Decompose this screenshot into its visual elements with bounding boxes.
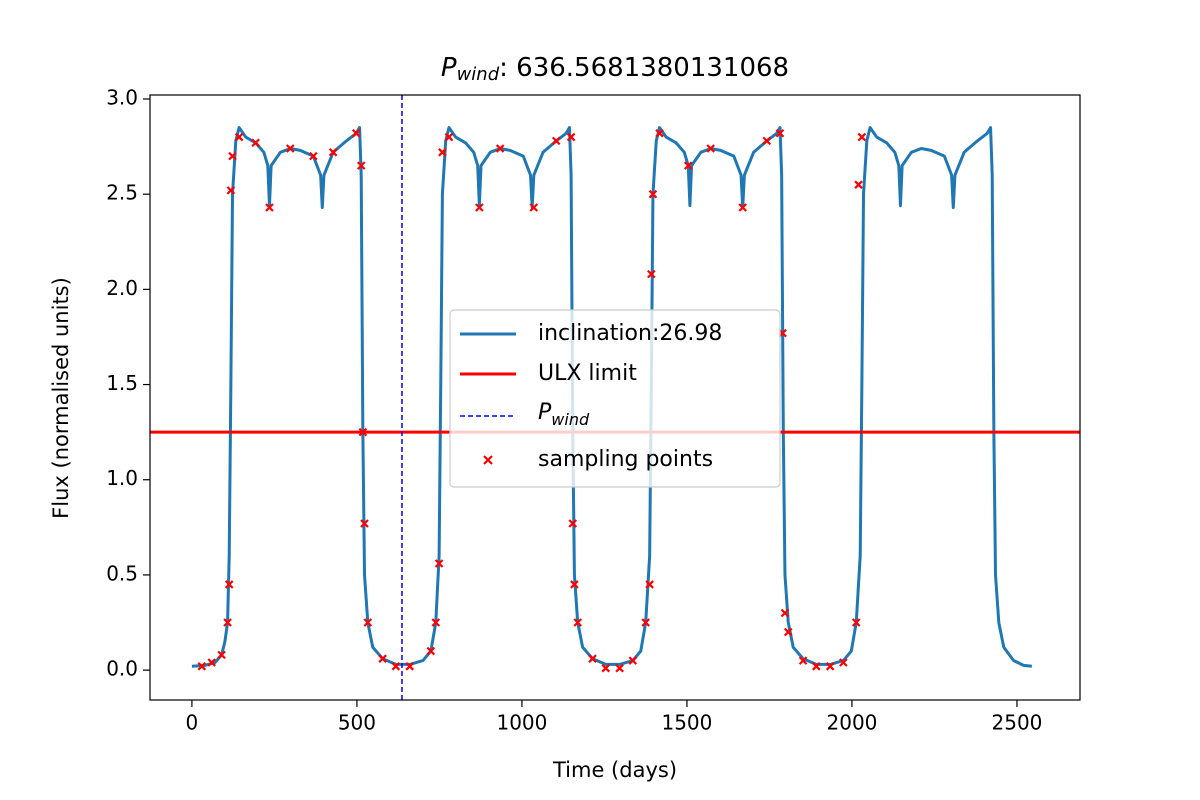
x-tick-label: 0: [186, 711, 199, 735]
legend-label: sampling points: [538, 447, 713, 472]
sampling-point: [798, 656, 808, 665]
sampling-point: [444, 132, 454, 142]
y-axis-label: Flux (normalised units): [49, 277, 73, 519]
sampling-point: [775, 128, 785, 138]
y-tick-label: 0.5: [106, 561, 138, 585]
y-tick-label: 1.0: [106, 466, 138, 490]
sampling-point: [647, 269, 656, 279]
sampling-point: [431, 618, 441, 627]
plot-frame: [149, 94, 1081, 701]
legend-handle: [483, 455, 493, 465]
sampling-point: [551, 136, 561, 146]
x-tick-label: 1500: [661, 711, 712, 735]
sampling-point: [683, 161, 693, 170]
sampling-point: [857, 132, 867, 142]
legend-symbol: P: [538, 400, 552, 425]
title-symbol: P: [441, 53, 457, 83]
y-tick-label: 2.0: [106, 276, 138, 300]
sampling-point: [285, 144, 295, 153]
sampling-point: [825, 662, 835, 671]
title-subscript: wind: [457, 64, 500, 85]
sampling-point: [706, 144, 715, 153]
sampling-point: [762, 136, 772, 146]
legend-box: [449, 309, 781, 488]
sampling-point: [391, 662, 401, 671]
sampling-point: [570, 580, 579, 589]
sampling-point: [328, 148, 338, 157]
sampling-point: [217, 650, 226, 660]
sampling-point: [234, 132, 244, 142]
sampling-point: [601, 663, 611, 673]
sampling-point: [645, 580, 654, 589]
sampling-point: [812, 662, 821, 671]
sampling-point: [854, 180, 863, 189]
legend: inclination:26.98 ULX limit Pwind sampling …: [449, 309, 781, 488]
sampling-point: [309, 151, 318, 161]
sampling-point: [434, 559, 444, 568]
sampling-point: [628, 656, 638, 665]
legend-subscript: wind: [551, 410, 590, 429]
sampling-point: [228, 151, 237, 161]
x-axis-label: Time (days): [552, 758, 677, 782]
sampling-point: [475, 203, 484, 212]
sampling-point: [529, 203, 539, 212]
sampling-point: [358, 427, 368, 437]
sampling-point: [573, 618, 582, 627]
sampling-point: [351, 128, 361, 138]
x-tick-label: 500: [338, 711, 376, 735]
sampling-point: [588, 654, 597, 663]
x-tick-label: 1000: [496, 711, 547, 735]
data-line: [191, 126, 1032, 668]
x-tick-label: 2500: [992, 711, 1043, 735]
sampling-point: [265, 203, 274, 212]
y-tick-label: 2.5: [106, 181, 138, 205]
legend-label: inclination:26.98: [538, 321, 722, 346]
x-tick-label: 2000: [827, 711, 878, 735]
sampling-point: [839, 658, 848, 667]
sampling-point: [223, 618, 232, 627]
sampling-point: [641, 618, 650, 627]
sampling-point: [197, 662, 207, 671]
y-tick-label: 0.0: [106, 657, 138, 681]
sampling-point: [360, 519, 369, 528]
sampling-point: [226, 186, 236, 195]
sampling-point: [648, 189, 658, 199]
sampling-point: [568, 519, 578, 528]
sampling-point: [207, 658, 216, 667]
sampling-point: [426, 646, 436, 656]
legend-label: Pwind: [538, 400, 590, 429]
y-tick-label: 3.0: [106, 85, 138, 109]
sampling-point: [783, 627, 793, 637]
sampling-point: [438, 148, 447, 157]
sampling-point: [356, 161, 366, 170]
title-rest: : 636.5681380131068: [499, 53, 789, 83]
sampling-point: [780, 608, 790, 618]
legend-label: ULX limit: [538, 361, 637, 386]
sampling-point: [224, 580, 234, 589]
sampling-point: [251, 138, 260, 148]
chart-title: Pwind: 636.5681380131068: [441, 53, 789, 86]
sampling-point: [363, 618, 373, 627]
sampling-point: [738, 203, 747, 212]
y-tick-label: 1.5: [106, 371, 138, 395]
sampling-point: [851, 618, 861, 627]
sampling-point: [495, 144, 505, 153]
sampling-point: [655, 128, 664, 138]
sampling-point: [378, 654, 387, 663]
sampling-point: [405, 662, 415, 671]
sampling-point: [615, 663, 624, 673]
sampling-point: [566, 132, 576, 142]
plot-area: [150, 95, 1080, 700]
